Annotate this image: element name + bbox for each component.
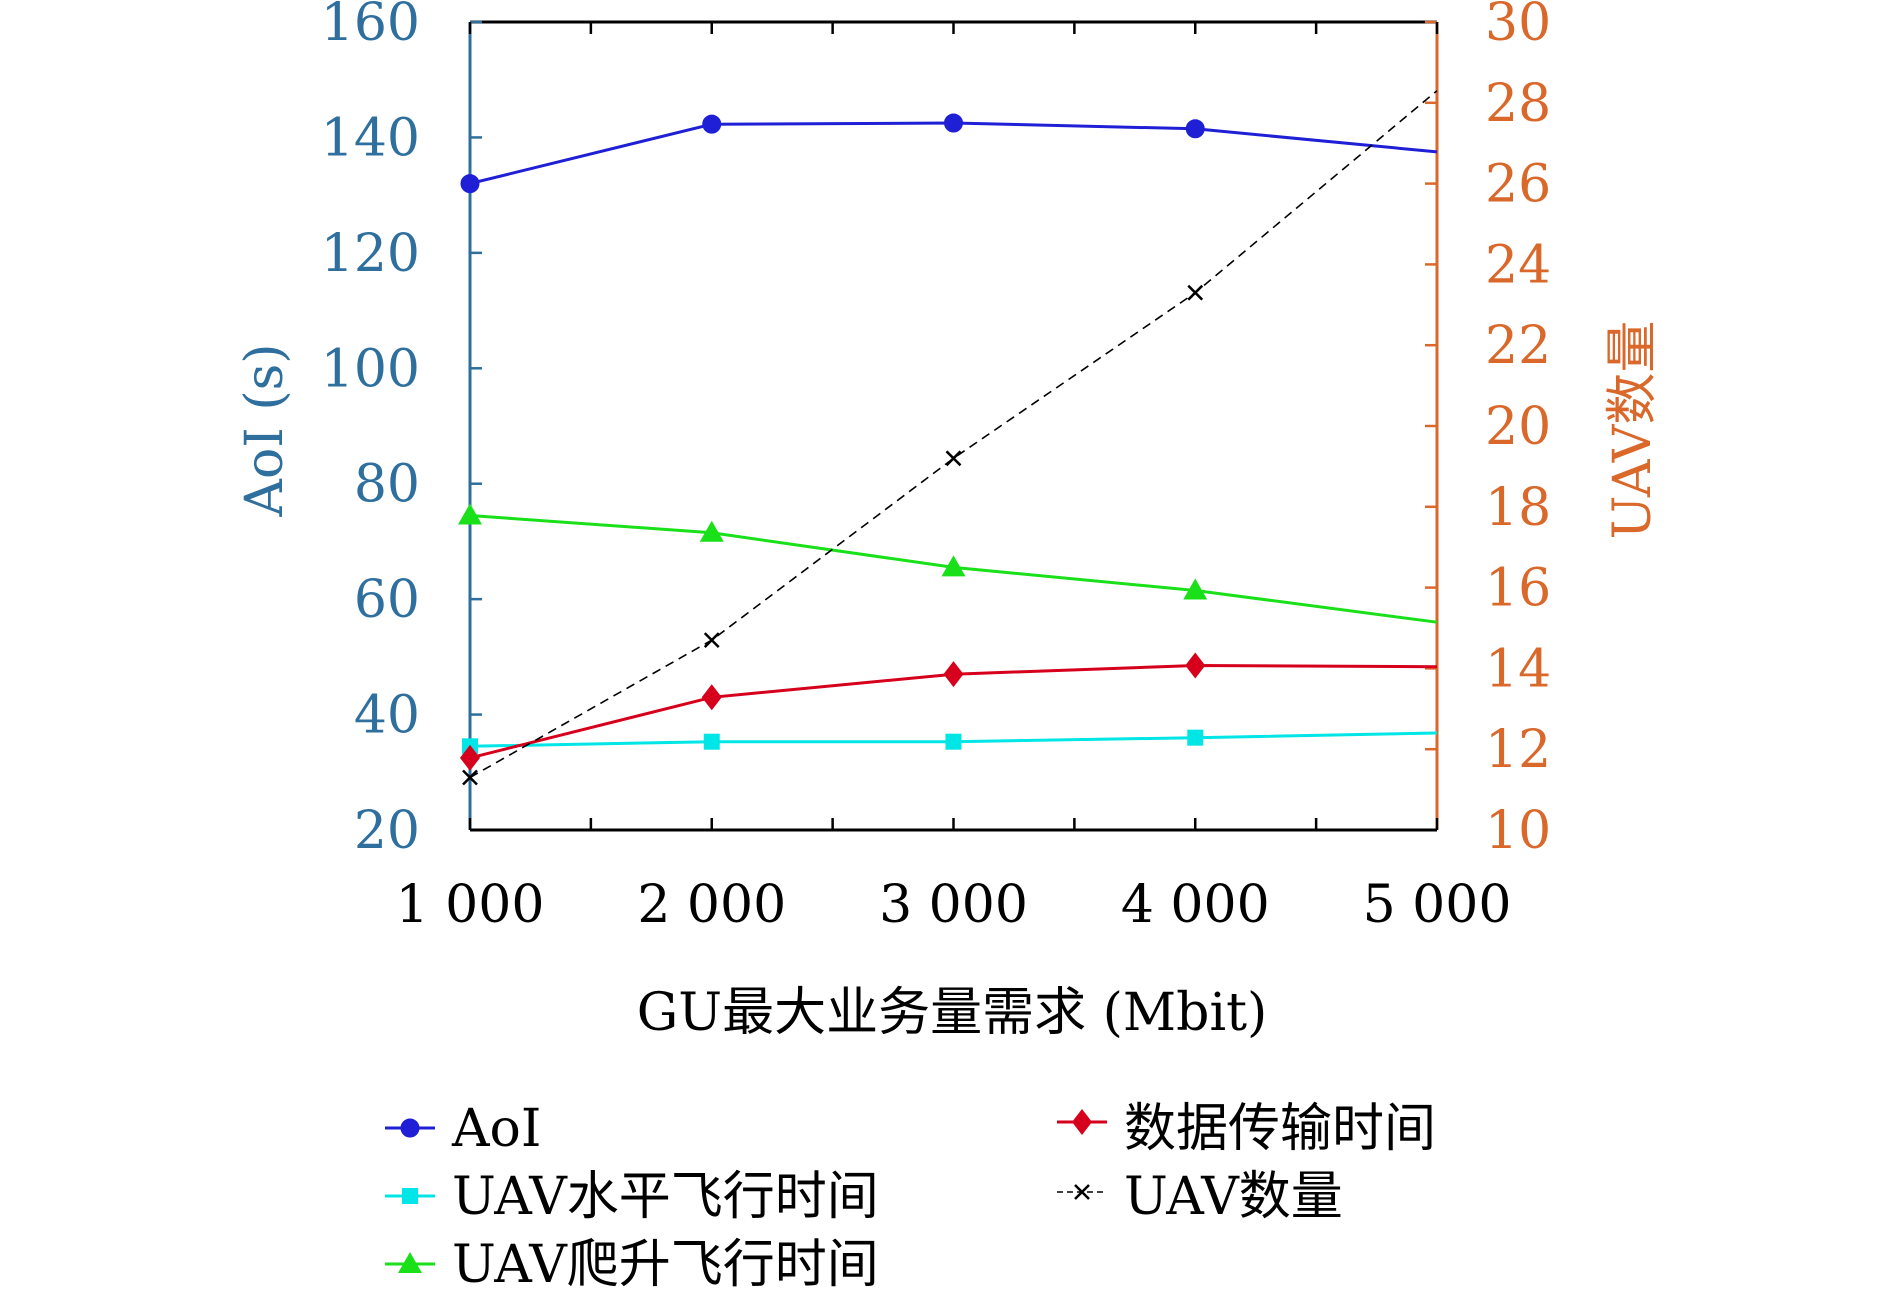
legend-marker	[1072, 1109, 1092, 1135]
series-2	[458, 503, 1438, 624]
legend-marker	[398, 1252, 422, 1273]
left-tick-label: 60	[354, 570, 420, 630]
data-point	[458, 503, 482, 525]
legend-marker	[402, 1188, 418, 1204]
left-tick-label: 120	[321, 224, 420, 284]
left-tick-label: 160	[321, 0, 420, 53]
series-3	[460, 652, 1438, 771]
right-tick-label: 28	[1485, 74, 1551, 134]
series-4	[462, 90, 1438, 786]
right-tick-label: 24	[1485, 235, 1551, 295]
legend-item-uav-count: UAV数量	[1057, 1167, 1343, 1227]
right-tick-label: 18	[1485, 478, 1551, 538]
data-point	[1185, 652, 1206, 679]
data-point	[943, 661, 964, 688]
data-point	[1187, 284, 1204, 301]
right-tick-label: 30	[1485, 0, 1551, 53]
data-point	[462, 769, 478, 786]
legend-marker	[400, 1118, 420, 1138]
legend-item-data-transmission: 数据传输时间	[1057, 1099, 1436, 1159]
x-axis-title: GU最大业务量需求 (Mbit)	[637, 983, 1268, 1043]
right-tick-label: 26	[1485, 155, 1551, 215]
left-y-axis: 20 40 60 80 100 120 140 160	[321, 0, 482, 861]
right-tick-label: 10	[1485, 801, 1551, 861]
series-0	[460, 113, 1438, 194]
left-tick-label: 140	[321, 108, 420, 168]
legend-label: 数据传输时间	[1124, 1099, 1436, 1159]
legend-item-climb-flight: UAV爬升飞行时间	[385, 1235, 879, 1295]
right-y-axis: 10 12 14 16 18 20 22 24 26 28 30	[1425, 0, 1551, 861]
series-line	[469, 90, 1438, 779]
data-point	[703, 632, 720, 649]
x-tick-label: 4 000	[1121, 875, 1270, 935]
x-tick-label: 5 000	[1363, 875, 1512, 935]
data-point	[1183, 578, 1208, 600]
x-axis: 1 000 2 000 3 000 4 000 5 000	[396, 22, 1512, 935]
right-tick-label: 22	[1485, 316, 1551, 376]
left-y-axis-title: AoI (s)	[235, 343, 295, 517]
x-tick-label: 3 000	[879, 875, 1028, 935]
data-point	[1185, 119, 1205, 139]
data-point	[945, 450, 962, 467]
data-point	[1187, 729, 1204, 746]
data-point	[460, 744, 480, 771]
left-tick-label: 20	[354, 801, 420, 861]
right-tick-label: 12	[1485, 720, 1551, 780]
right-y-axis-title: UAV数量	[1603, 321, 1663, 540]
data-point	[945, 733, 962, 750]
x-tick-label: 1 000	[396, 875, 545, 935]
data-point	[944, 113, 963, 133]
right-tick-label: 20	[1485, 397, 1551, 457]
right-tick-label: 14	[1485, 639, 1551, 699]
legend-label: AoI	[451, 1099, 541, 1159]
data-point	[701, 684, 722, 711]
data-point	[702, 114, 722, 134]
series-1	[462, 729, 1438, 755]
x-tick-label: 2 000	[637, 875, 786, 935]
legend-label: UAV爬升飞行时间	[452, 1235, 879, 1295]
legend-item-aoi: AoI	[385, 1099, 541, 1159]
left-tick-label: 100	[321, 339, 420, 399]
data-point	[703, 733, 720, 750]
data-point	[941, 555, 966, 577]
left-tick-label: 40	[354, 686, 420, 746]
series-layer	[458, 90, 1438, 786]
right-tick-label: 16	[1485, 559, 1551, 619]
legend-label: UAV水平飞行时间	[452, 1167, 879, 1227]
legend-item-horizontal-flight: UAV水平飞行时间	[385, 1167, 879, 1227]
left-tick-label: 80	[354, 455, 420, 515]
legend: AoI 数据传输时间 UAV水平飞行时间 UAV数量 UAV爬升飞行时间	[385, 1099, 1436, 1295]
legend-marker	[1074, 1184, 1090, 1200]
data-point	[699, 520, 724, 542]
data-point	[460, 174, 480, 194]
legend-label: UAV数量	[1124, 1167, 1343, 1227]
